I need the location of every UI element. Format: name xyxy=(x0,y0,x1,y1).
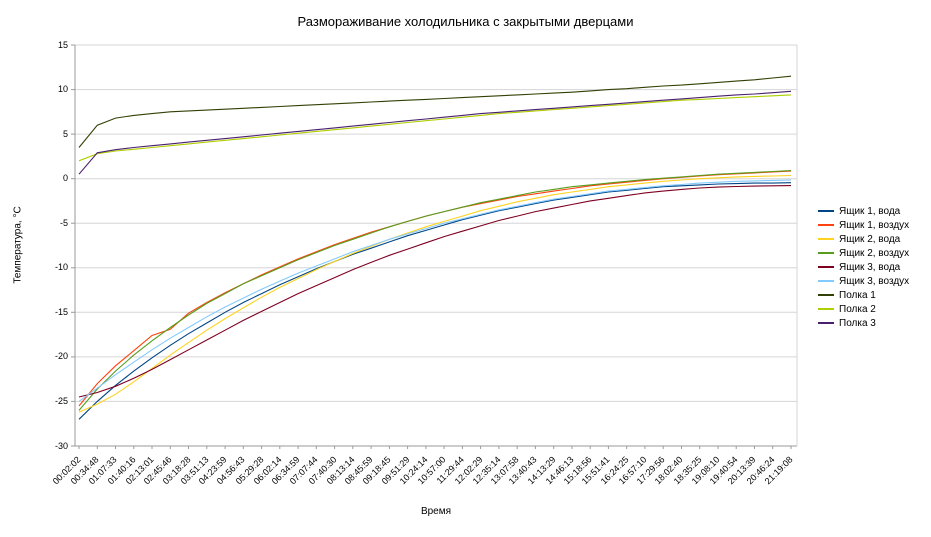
legend-item: Полка 1 xyxy=(818,288,909,302)
y-tick-label: 15 xyxy=(57,39,68,50)
series-line xyxy=(78,170,792,407)
series-line xyxy=(78,185,792,398)
y-tick-label: -15 xyxy=(54,306,68,317)
legend-line-swatch xyxy=(818,280,834,282)
y-tick-label: 10 xyxy=(57,84,68,95)
legend-label: Ящик 1, воздух xyxy=(839,219,910,231)
series-line xyxy=(78,174,792,413)
series-line xyxy=(78,179,792,402)
y-tick-label: -25 xyxy=(54,395,68,406)
series-line xyxy=(78,75,792,148)
legend-label: Полка 3 xyxy=(839,317,876,329)
legend-item: Полка 2 xyxy=(818,302,909,316)
legend-line-swatch xyxy=(818,238,834,240)
legend-item: Ящик 2, воздух xyxy=(818,246,909,260)
legend-label: Ящик 2, вода xyxy=(839,233,901,245)
legend-line-swatch xyxy=(818,252,834,254)
chart-title: Размораживание холодильника с закрытыми … xyxy=(297,14,634,29)
legend-label: Полка 1 xyxy=(839,289,876,301)
legend-label: Ящик 3, воздух xyxy=(839,275,910,287)
legend-item: Ящик 1, воздух xyxy=(818,218,909,232)
legend-label: Полка 2 xyxy=(839,303,876,315)
y-tick-label: -5 xyxy=(59,217,68,228)
y-axis-title: Температура, °C xyxy=(12,206,24,284)
series-line xyxy=(78,170,792,411)
legend-line-swatch xyxy=(818,224,834,226)
legend-line-swatch xyxy=(818,308,834,310)
legend-line-swatch xyxy=(818,322,834,324)
legend-item: Полка 3 xyxy=(818,316,909,330)
y-tick-label: -20 xyxy=(54,351,68,362)
legend-item: Ящик 2, вода xyxy=(818,232,909,246)
legend-item: Ящик 3, воздух xyxy=(818,274,909,288)
series-line xyxy=(78,94,792,162)
series-line xyxy=(78,182,792,420)
legend-label: Ящик 3, вода xyxy=(839,261,901,273)
legend-label: Ящик 1, вода xyxy=(839,205,901,217)
y-tick-label: 0 xyxy=(62,173,68,184)
y-tick-label: 5 xyxy=(62,128,68,139)
legend-line-swatch xyxy=(818,266,834,268)
legend-item: Ящик 3, вода xyxy=(818,260,909,274)
y-tick-label: -10 xyxy=(54,262,68,273)
legend: Ящик 1, вода Ящик 1, воздух Ящик 2, вода Ящ… xyxy=(818,204,909,330)
series-line xyxy=(78,90,792,175)
legend-line-swatch xyxy=(818,294,834,296)
x-axis-title: Время xyxy=(420,506,452,517)
y-tick-label: -30 xyxy=(54,440,68,451)
legend-item: Ящик 1, вода xyxy=(818,204,909,218)
legend-label: Ящик 2, воздух xyxy=(839,247,910,259)
legend-line-swatch xyxy=(818,210,834,212)
